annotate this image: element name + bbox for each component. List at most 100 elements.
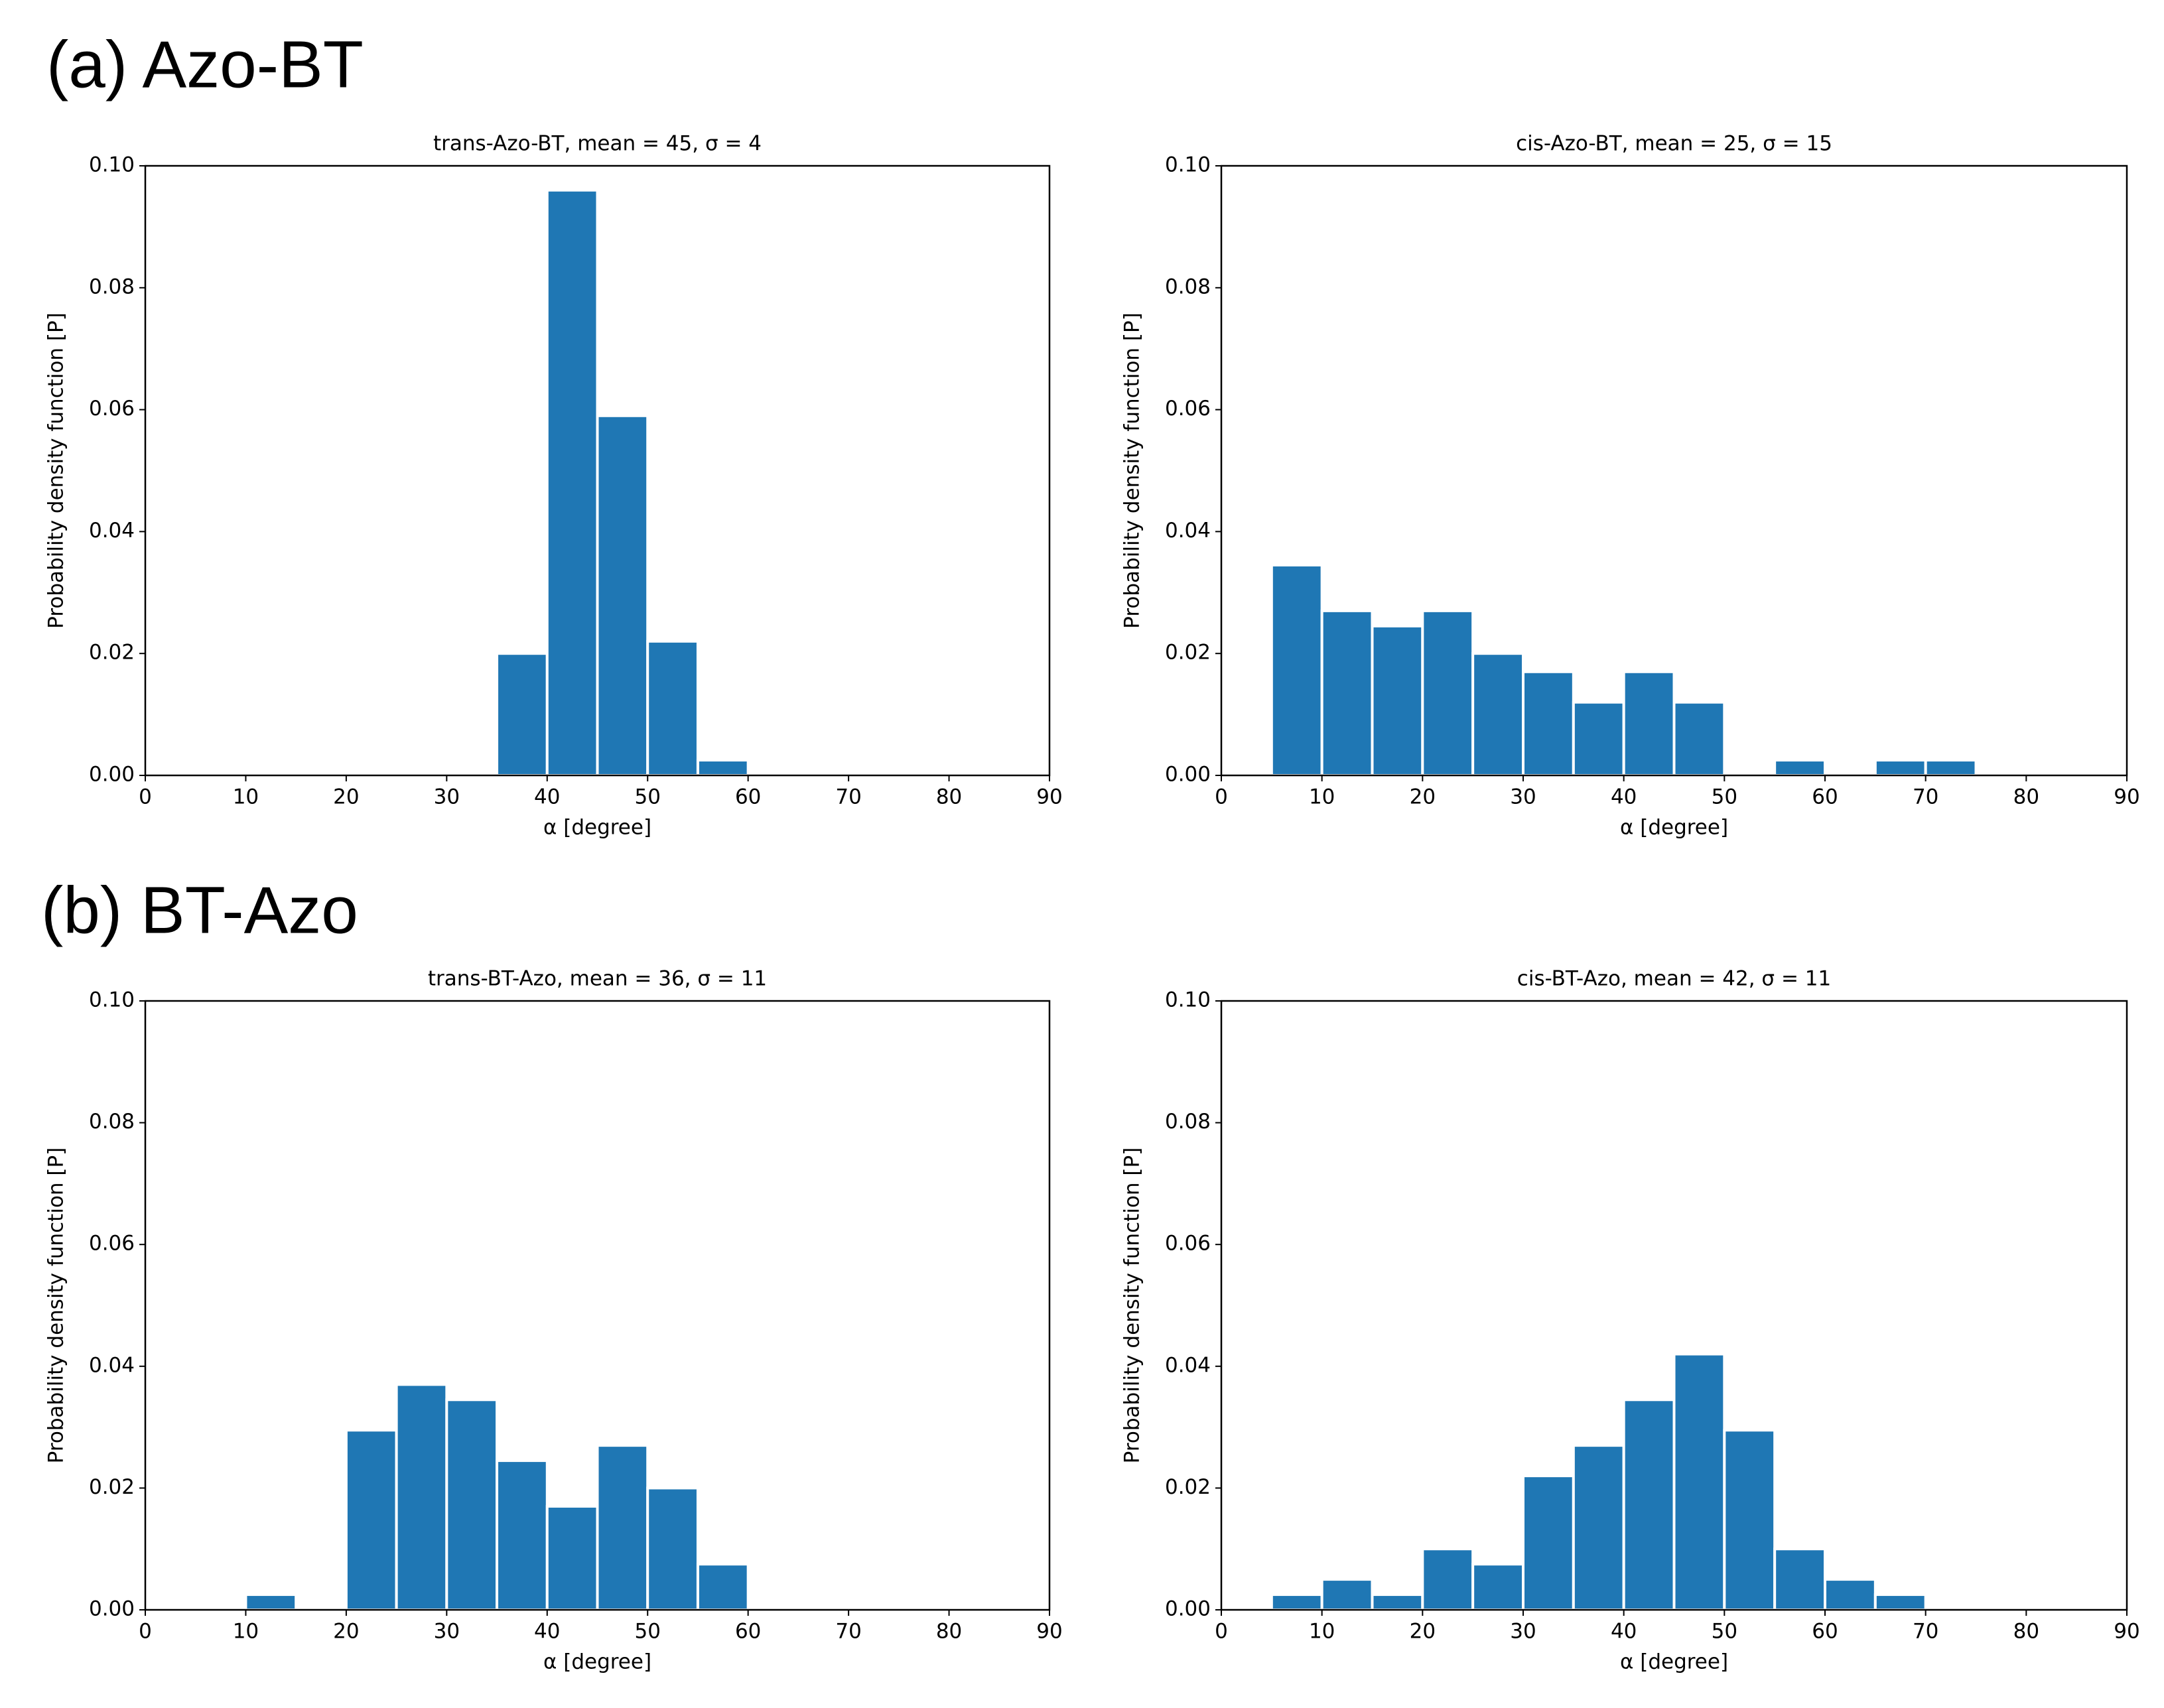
bar [1320, 1578, 1374, 1612]
y-tick-label: 0.10 [89, 988, 135, 1012]
x-tick-label: 30 [1510, 1620, 1536, 1644]
bar [496, 1459, 549, 1612]
plot-frame [144, 164, 1051, 777]
x-tick-label: 0 [139, 1620, 152, 1644]
y-tick-label: 0.08 [1165, 275, 1211, 298]
x-tick-label: 10 [233, 1620, 259, 1644]
y-tick-label: 0.10 [1165, 153, 1211, 177]
bar [596, 1444, 649, 1611]
x-tick-label: 60 [1812, 785, 1838, 809]
x-axis-label: α [degree] [543, 816, 651, 840]
bar [1471, 652, 1525, 777]
x-tick-label: 20 [1410, 785, 1436, 809]
y-tick-label: 0.02 [1165, 641, 1211, 665]
x-tick-label: 80 [2013, 1620, 2039, 1644]
y-tick-label: 0.02 [89, 641, 135, 665]
y-tick-label: 0.10 [89, 153, 135, 177]
y-axis-label: Probability density function [P] [1120, 1148, 1144, 1464]
y-tick-label: 0.02 [89, 1475, 135, 1499]
bar [1572, 1444, 1625, 1611]
bar [344, 1429, 398, 1611]
bar [1270, 1593, 1323, 1612]
y-tick-label: 0.08 [1165, 1110, 1211, 1134]
x-tick-label: 70 [835, 1620, 861, 1644]
x-tick-label: 50 [634, 785, 660, 809]
x-tick-label: 50 [634, 1620, 660, 1644]
bar [545, 188, 599, 777]
y-tick-label: 0.08 [89, 1110, 135, 1134]
y-axis-label: Probability density function [P] [44, 312, 68, 629]
bar [696, 1563, 750, 1611]
x-tick-label: 20 [333, 1620, 359, 1644]
chart-title: cis-BT-Azo, mean = 42, σ = 11 [1517, 967, 1831, 991]
x-tick-label: 70 [835, 785, 861, 809]
bar [1471, 1563, 1525, 1611]
y-tick-label: 0.00 [89, 1597, 135, 1621]
x-tick-label: 50 [1712, 785, 1737, 809]
x-tick-label: 80 [2013, 785, 2039, 809]
x-tick-label: 80 [936, 1620, 962, 1644]
x-tick-label: 90 [1036, 1620, 1062, 1644]
x-tick-label: 40 [1611, 1620, 1637, 1644]
x-axis-label: α [degree] [1620, 1650, 1728, 1674]
bar [1270, 563, 1323, 777]
bar [244, 1593, 298, 1612]
y-tick-label: 0.04 [89, 519, 135, 543]
plot-frame [1220, 164, 2128, 777]
bar [1622, 1398, 1676, 1612]
x-tick-label: 60 [735, 785, 761, 809]
bar [596, 414, 649, 777]
bar [1522, 1475, 1575, 1612]
x-tick-label: 40 [534, 1620, 560, 1644]
plot-frame [1220, 1000, 2128, 1611]
bar [1371, 624, 1424, 777]
bar [1773, 1547, 1827, 1611]
panel-label: (a) Azo-BT [46, 27, 364, 101]
x-tick-label: 0 [139, 785, 152, 809]
bar [1924, 759, 1978, 777]
bar [696, 759, 750, 777]
x-tick-label: 20 [333, 785, 359, 809]
x-tick-label: 90 [1036, 785, 1062, 809]
x-tick-label: 50 [1712, 1620, 1737, 1644]
bar [1873, 759, 1927, 777]
bar [1672, 700, 1726, 777]
y-tick-label: 0.02 [1165, 1475, 1211, 1499]
bar [1773, 759, 1827, 777]
chart-title: trans-Azo-BT, mean = 45, σ = 4 [433, 132, 762, 156]
y-tick-label: 0.04 [1165, 1353, 1211, 1377]
y-tick-label: 0.00 [1165, 763, 1211, 787]
chart-title: cis-Azo-BT, mean = 25, σ = 15 [1516, 132, 1832, 156]
y-tick-label: 0.06 [1165, 397, 1211, 421]
y-axis-label: Probability density function [P] [1120, 312, 1144, 629]
plot-frame [144, 1000, 1051, 1611]
x-tick-label: 10 [233, 785, 259, 809]
bar [1824, 1578, 1877, 1612]
bar [445, 1398, 499, 1612]
x-axis-label: α [degree] [543, 1650, 651, 1674]
bar [1873, 1593, 1927, 1612]
y-axis-label: Probability density function [P] [44, 1148, 68, 1464]
x-tick-label: 30 [1510, 785, 1536, 809]
bar [1723, 1429, 1777, 1611]
x-tick-label: 60 [735, 1620, 761, 1644]
y-tick-label: 0.10 [1165, 988, 1211, 1012]
x-tick-label: 40 [534, 785, 560, 809]
x-tick-label: 60 [1812, 1620, 1838, 1644]
y-tick-label: 0.00 [89, 763, 135, 787]
bar [545, 1504, 599, 1611]
bar [1672, 1352, 1726, 1611]
bar [1371, 1593, 1424, 1612]
bar [395, 1383, 448, 1612]
bar [1320, 609, 1374, 777]
x-tick-label: 10 [1309, 785, 1335, 809]
bar [496, 652, 549, 777]
x-tick-label: 80 [936, 785, 962, 809]
bar [646, 1486, 699, 1611]
x-tick-label: 30 [434, 785, 460, 809]
bar [1522, 670, 1575, 777]
chart-title: trans-BT-Azo, mean = 36, σ = 11 [428, 967, 767, 991]
bar [1622, 670, 1676, 777]
y-tick-label: 0.06 [89, 1232, 135, 1256]
